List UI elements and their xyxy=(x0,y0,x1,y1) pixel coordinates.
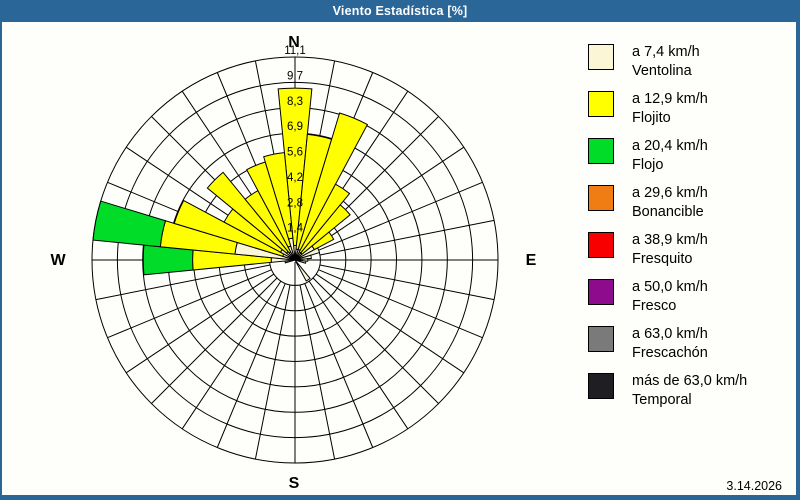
compass-labels: N S E W xyxy=(50,34,536,492)
grid-radial-line xyxy=(107,269,272,339)
legend-swatch-cream xyxy=(588,44,614,70)
legend-texts: a 38,9 km/h Fresquito xyxy=(632,231,708,269)
legend-texts: más de 63,0 km/h Temporal xyxy=(632,372,747,410)
grid-radial-line xyxy=(315,146,465,247)
legend-speed-label: a 50,0 km/h xyxy=(632,279,708,295)
ring-label: 9,7 xyxy=(287,70,303,82)
ring-label: 6,9 xyxy=(287,121,303,133)
grid-radial-line xyxy=(319,219,495,256)
legend-swatch-purple xyxy=(588,279,614,305)
wind-rose-bars xyxy=(92,87,369,282)
grid-radial-line xyxy=(181,280,282,430)
legend-class-label: Fresco xyxy=(632,298,677,314)
date-label: 3.14.2026 xyxy=(726,479,782,493)
legend-class-label: Frescachón xyxy=(632,345,708,361)
grid-radial-line xyxy=(95,264,271,301)
ring-label: 11,1 xyxy=(284,45,306,57)
legend-texts: a 63,0 km/h Frescachón xyxy=(632,325,708,363)
legend-speed-label: a 12,9 km/h xyxy=(632,91,708,107)
grid-radial-line xyxy=(304,283,374,448)
window-title: Viento Estadística [%] xyxy=(332,4,468,18)
legend-speed-label: a 63,0 km/h xyxy=(632,326,708,342)
legend-item: a 20,4 km/h Flojo xyxy=(588,137,788,177)
compass-label-east: E xyxy=(526,252,537,269)
legend-item: a 50,0 km/h Fresco xyxy=(588,278,788,318)
grid-radial-line xyxy=(318,181,483,251)
grid-radial-line xyxy=(318,269,483,339)
legend-swatch-red xyxy=(588,232,614,258)
legend-speed-label: a 7,4 km/h xyxy=(632,44,700,60)
ring-label: 1,4 xyxy=(287,223,304,235)
wind-bar-segment-cream xyxy=(294,259,311,282)
ring-labels: 1,4 2,8 4,2 5,6 6,9 8,3 9,7 11,1 xyxy=(284,45,306,235)
compass-label-west: W xyxy=(50,252,66,269)
legend-class-label: Flojo xyxy=(632,157,664,173)
legend-class-label: Ventolina xyxy=(632,63,692,79)
wind-bar-segment-yellow xyxy=(263,152,294,240)
grid-radial-line xyxy=(319,264,495,301)
legend-speed-label: a 29,6 km/h xyxy=(632,185,708,201)
legend-texts: a 7,4 km/h Ventolina xyxy=(632,43,700,81)
legend-texts: a 12,9 km/h Flojito xyxy=(632,90,708,128)
legend-class-label: Temporal xyxy=(632,392,692,408)
legend-texts: a 20,4 km/h Flojo xyxy=(632,137,708,175)
legend-swatch-yellow xyxy=(588,91,614,117)
grid-radial-line xyxy=(308,280,409,430)
ring-label: 2,8 xyxy=(287,197,303,209)
ring-label: 8,3 xyxy=(287,96,303,108)
compass-label-south: S xyxy=(289,475,300,492)
legend-item: a 7,4 km/h Ventolina xyxy=(588,43,788,83)
compass-label-north: N xyxy=(288,34,300,51)
legend-class-label: Fresquito xyxy=(632,251,693,267)
grid-radial-line xyxy=(299,284,336,460)
legend-item: a 29,6 km/h Bonancible xyxy=(588,184,788,224)
title-bar[interactable]: Viento Estadística [%] xyxy=(0,0,800,22)
polar-grid xyxy=(91,56,499,464)
legend: a 7,4 km/h Ventolina a 12,9 km/h Flojito a 2… xyxy=(588,43,788,412)
legend-texts: a 50,0 km/h Fresco xyxy=(632,278,708,316)
wind-bar-segment-cream xyxy=(294,259,307,264)
legend-swatch-orange xyxy=(588,185,614,211)
ring-label: 5,6 xyxy=(287,147,303,159)
legend-swatch-green xyxy=(588,138,614,164)
ring-label: 4,2 xyxy=(287,172,303,184)
grid-radial-line xyxy=(151,277,278,404)
legend-speed-label: a 38,9 km/h xyxy=(632,232,708,248)
legend-item: más de 63,0 km/h Temporal xyxy=(588,372,788,412)
legend-speed-label: más de 63,0 km/h xyxy=(632,373,748,389)
grid-radial-line xyxy=(315,273,465,374)
legend-swatch-dark xyxy=(588,373,614,399)
wind-bar-segment-green xyxy=(92,200,167,248)
legend-speed-label: a 20,4 km/h xyxy=(632,138,708,154)
legend-texts: a 29,6 km/h Bonancible xyxy=(632,184,708,222)
legend-item: a 38,9 km/h Fresquito xyxy=(588,231,788,271)
grid-radial-line xyxy=(312,277,439,404)
legend-swatch-gray xyxy=(588,326,614,352)
legend-item: a 63,0 km/h Frescachón xyxy=(588,325,788,365)
grid-radial-line xyxy=(254,284,291,460)
chart-panel: 1,4 2,8 4,2 5,6 6,9 8,3 9,7 11,1 N S E W a 7,4 km/h… xyxy=(2,22,796,495)
legend-class-label: Flojito xyxy=(632,110,671,126)
legend-item: a 12,9 km/h Flojito xyxy=(588,90,788,130)
grid-radial-line xyxy=(125,273,275,374)
grid-radial-line xyxy=(216,283,286,448)
legend-class-label: Bonancible xyxy=(632,204,704,220)
